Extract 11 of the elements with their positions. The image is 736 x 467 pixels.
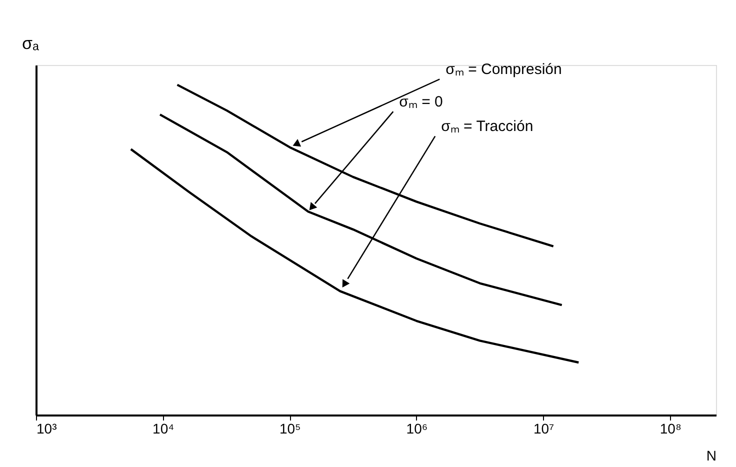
- x-axis-title: N: [706, 448, 716, 464]
- text: σₘ = Tracción: [441, 118, 534, 136]
- x-tick-label: 10⁸: [660, 420, 682, 436]
- x-tick-label: 10⁷: [533, 420, 554, 436]
- text: σₘ = Compresión: [446, 61, 562, 78]
- x-tick-label: 10⁶: [406, 420, 428, 436]
- x-tick-label: 10³: [36, 420, 58, 436]
- text: σₘ = 0: [399, 94, 443, 111]
- x-tick-label: 10⁵: [279, 420, 301, 436]
- y-axis-title: σₐ: [22, 34, 40, 53]
- x-tick-label: 10⁴: [152, 420, 174, 436]
